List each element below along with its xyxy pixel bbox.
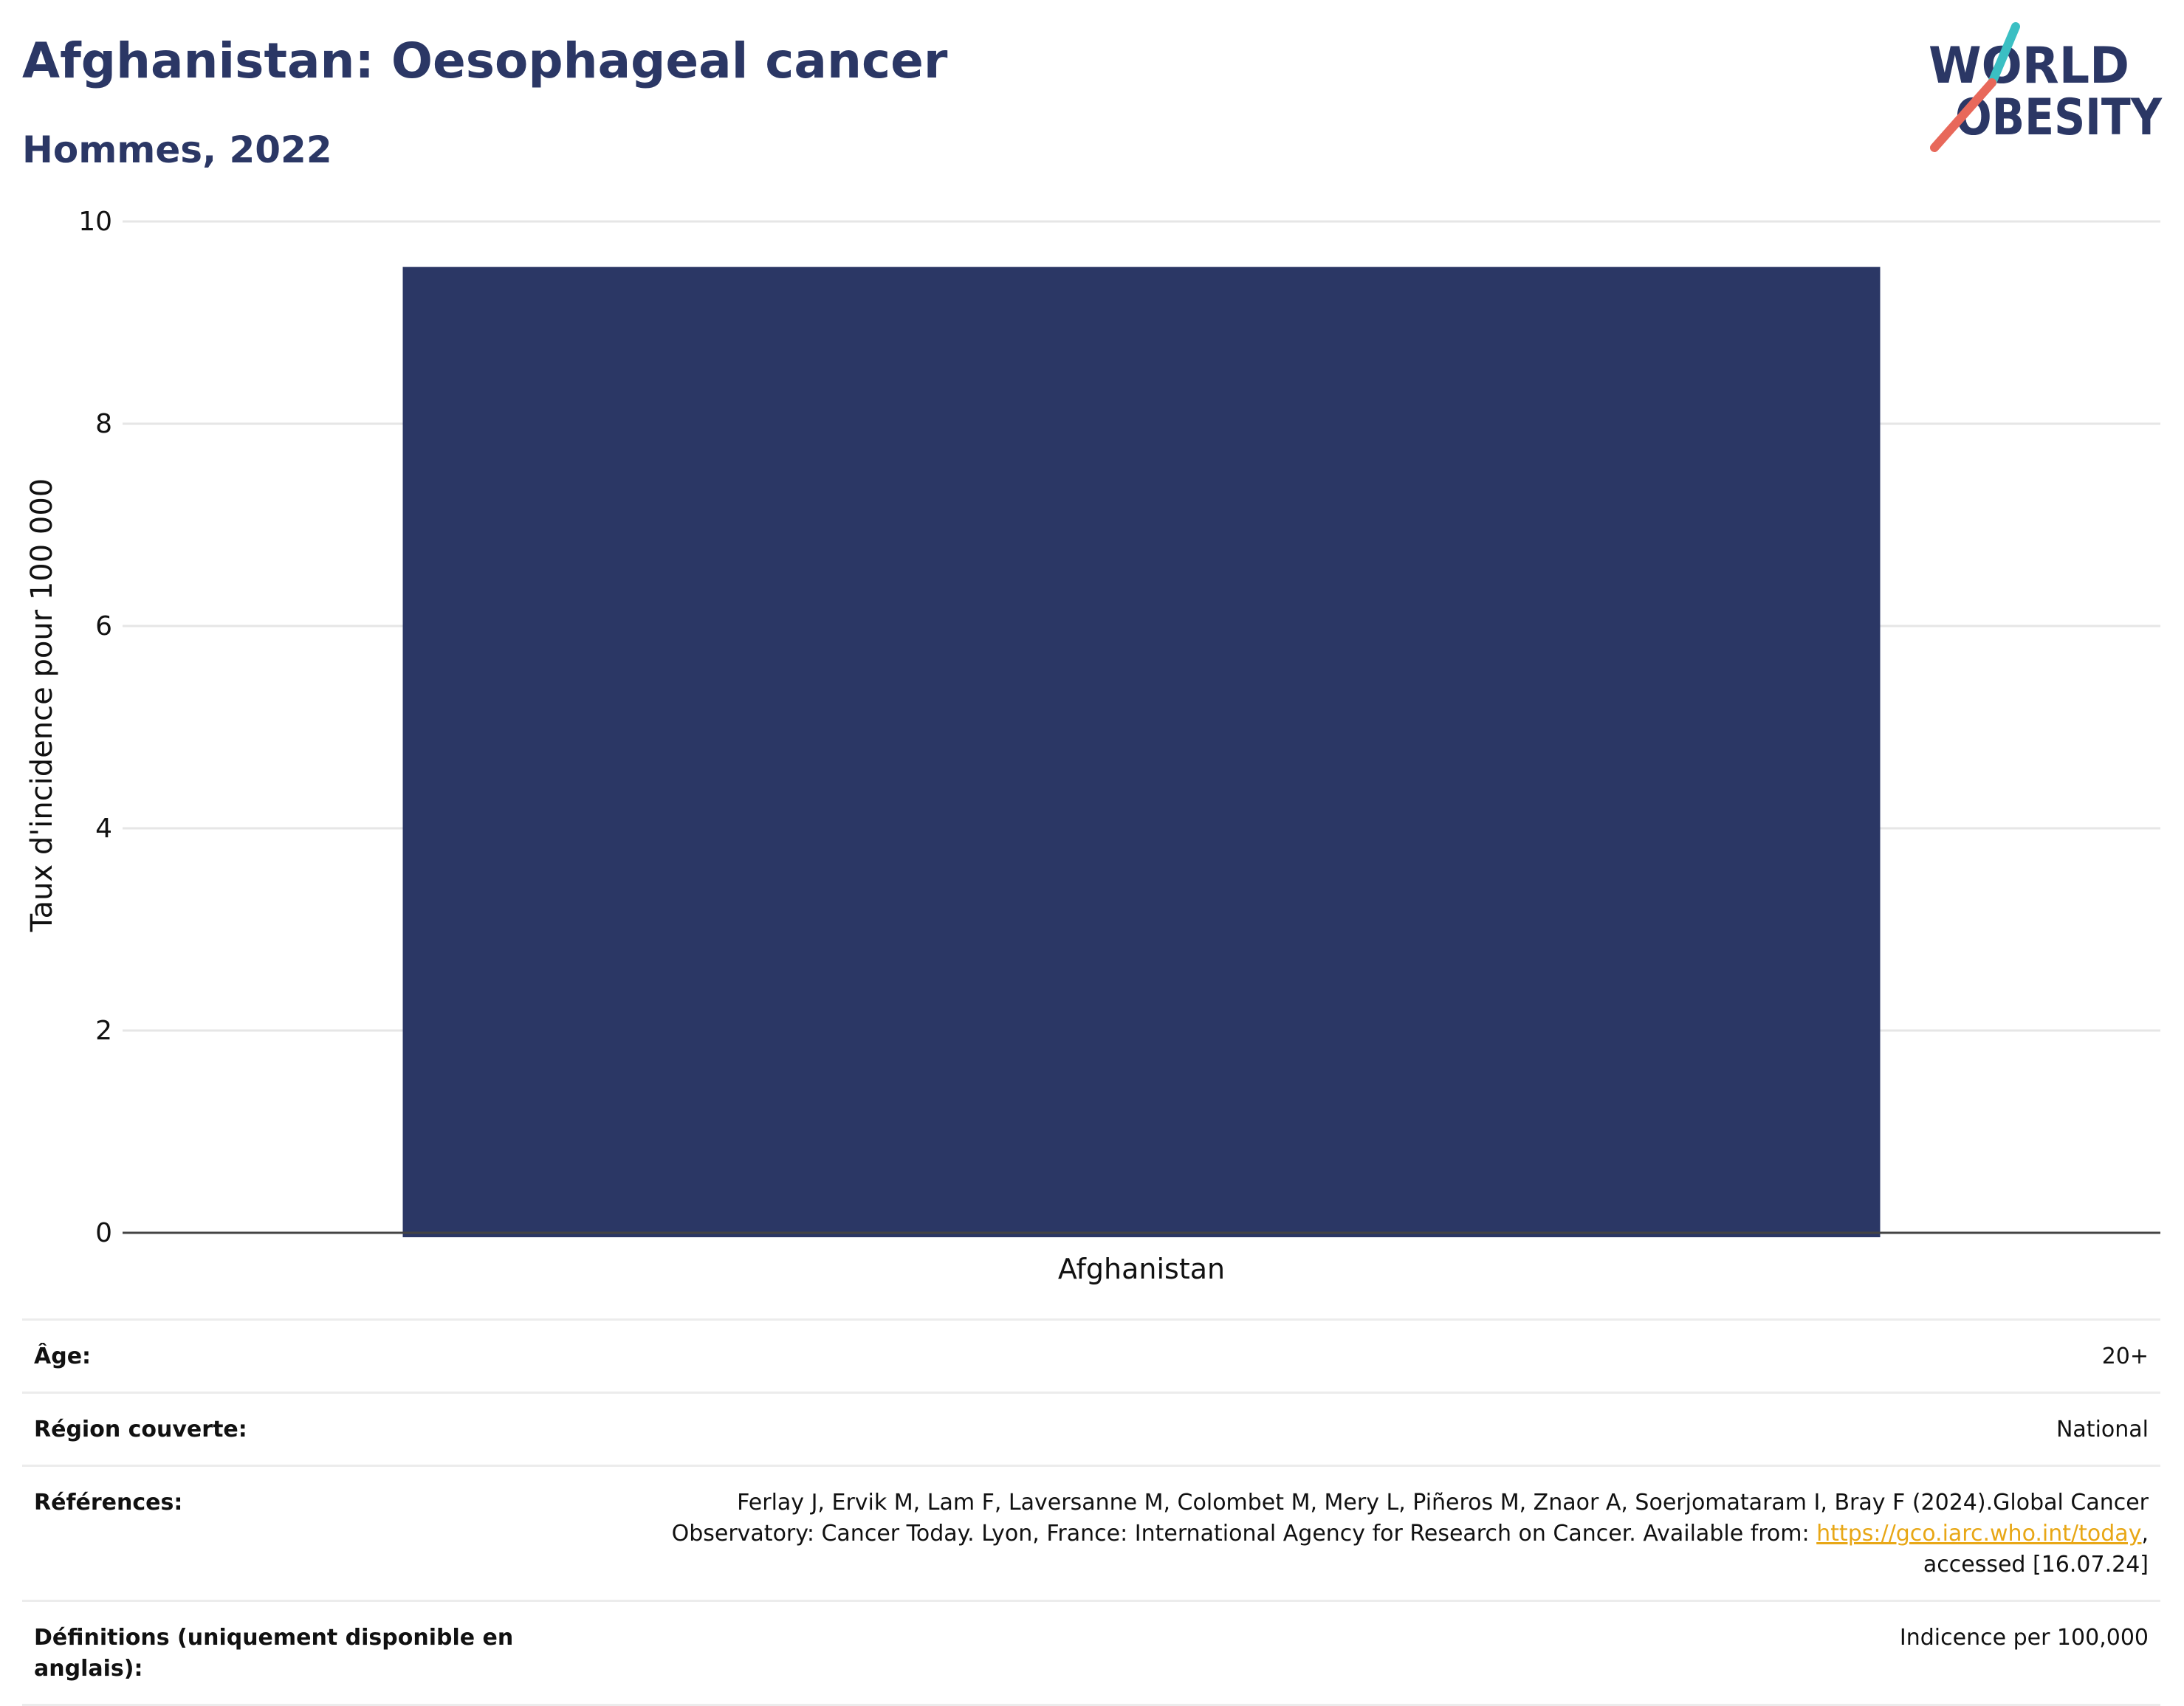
meta-label-region: Région couverte:	[34, 1417, 247, 1442]
meta-value-age: 20+	[2101, 1344, 2149, 1369]
page-title: Afghanistan: Oesophageal cancer	[22, 32, 948, 89]
y-tick-label-0: 0	[95, 1218, 112, 1248]
world-obesity-logo[interactable]: WORLD OBESITY	[1920, 18, 2171, 158]
bar-chart: 0 2 4 6 8 10 Afghanistan Taux d'incidence pour …	[25, 207, 2160, 1285]
logo-slash-teal	[1988, 22, 2020, 87]
reference-line-1: Ferlay J, Ervik M, Lam F, Laversanne M, …	[737, 1490, 2149, 1516]
logo-text-obesity: OBESITY	[1955, 89, 2163, 147]
y-axis-title: Taux d'incidence pour 100 000	[25, 478, 59, 932]
y-tick-label-6: 6	[95, 611, 112, 642]
meta-label-references: Références:	[34, 1490, 183, 1516]
reference-link[interactable]: https://gco.iarc.who.int/today	[1816, 1521, 2142, 1547]
reference-line-3: accessed [16.07.24]	[1923, 1552, 2149, 1578]
logo-text-world: WORLD	[1929, 37, 2129, 95]
meta-value-region: National	[2056, 1417, 2149, 1442]
y-tick-label-10: 10	[78, 207, 112, 237]
meta-label-age: Âge:	[34, 1344, 92, 1369]
metadata-table: Âge: 20+ Région couverte: National Référ…	[22, 1318, 2160, 1706]
meta-row-definitions: Définitions (uniquement disponible en an…	[22, 1602, 2160, 1706]
meta-row-age: Âge: 20+	[22, 1321, 2160, 1394]
y-tick-label-2: 2	[95, 1016, 112, 1046]
y-tick-label-4: 4	[95, 814, 112, 844]
page-subtitle: Hommes, 2022	[22, 128, 332, 171]
reference-line-2-suffix: ,	[2141, 1521, 2149, 1547]
meta-value-definitions: Indicence per 100,000	[1899, 1625, 2149, 1651]
meta-label-definitions: Définitions (uniquement disponible en an…	[34, 1625, 514, 1682]
logo-slash-coral	[1930, 78, 1996, 152]
y-tick-label-8: 8	[95, 409, 112, 439]
bar-afghanistan[interactable]	[402, 266, 1881, 1237]
x-tick-label-afghanistan: Afghanistan	[1058, 1253, 1225, 1285]
reference-line-2-prefix: Observatory: Cancer Today. Lyon, France:…	[671, 1521, 1817, 1547]
meta-row-references: Références: Ferlay J, Ervik M, Lam F, La…	[22, 1467, 2160, 1602]
meta-value-references: Ferlay J, Ervik M, Lam F, Laversanne M, …	[536, 1487, 2149, 1581]
meta-row-region: Région couverte: National	[22, 1394, 2160, 1467]
